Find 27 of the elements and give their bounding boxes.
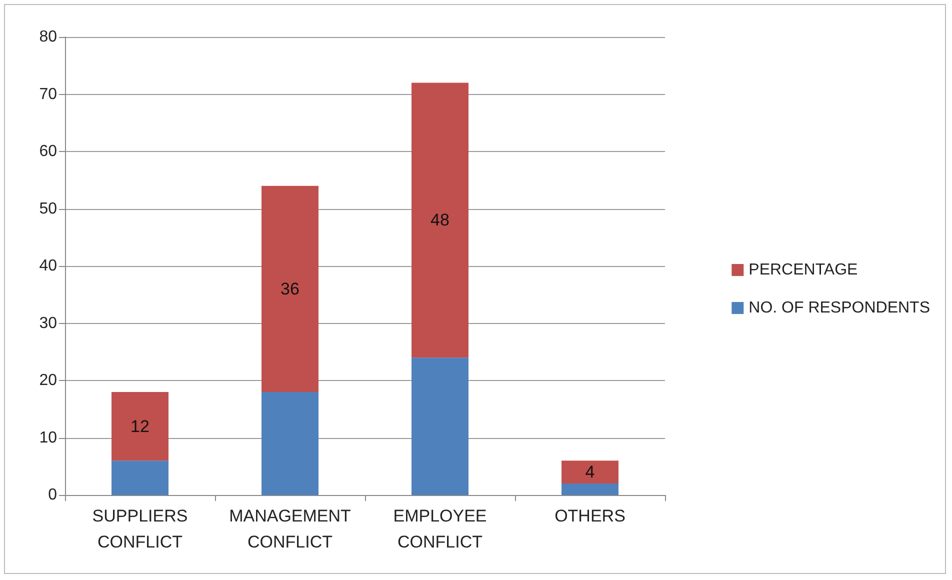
- x-tick-label: MANAGEMENT CONFLICT: [229, 506, 351, 552]
- y-tick-label: 40: [39, 258, 58, 274]
- x-tick-label: EMPLOYEE CONFLICT: [393, 506, 487, 552]
- legend-label: PERCENTAGE: [748, 262, 858, 278]
- y-tick-label: 30: [39, 314, 58, 332]
- y-tick-label: 80: [39, 28, 58, 46]
- data-label: 48: [430, 210, 450, 230]
- y-tick-label: 70: [39, 86, 58, 103]
- x-tick-label: OTHERS: [554, 506, 626, 526]
- y-tick-label: 0: [48, 486, 58, 504]
- y-tick-label: 20: [39, 372, 58, 389]
- bar: [562, 460, 618, 484]
- bar: [562, 484, 618, 495]
- legend-label: NO. OF RESPONDENTS: [748, 300, 930, 316]
- bar: [412, 82, 468, 358]
- y-tick-label: 10: [39, 429, 58, 446]
- bar: [112, 460, 168, 495]
- y-tick-label: 50: [39, 200, 58, 218]
- x-tick-label: SUPPLIERS CONFLICT: [92, 506, 188, 552]
- bar: [412, 358, 468, 495]
- bar: [112, 392, 168, 461]
- data-label: 12: [130, 416, 150, 436]
- bar: [262, 186, 318, 392]
- data-label: 36: [280, 279, 300, 298]
- data-label: 4: [585, 462, 595, 482]
- y-tick-label: 60: [39, 143, 58, 160]
- bar: [262, 392, 318, 495]
